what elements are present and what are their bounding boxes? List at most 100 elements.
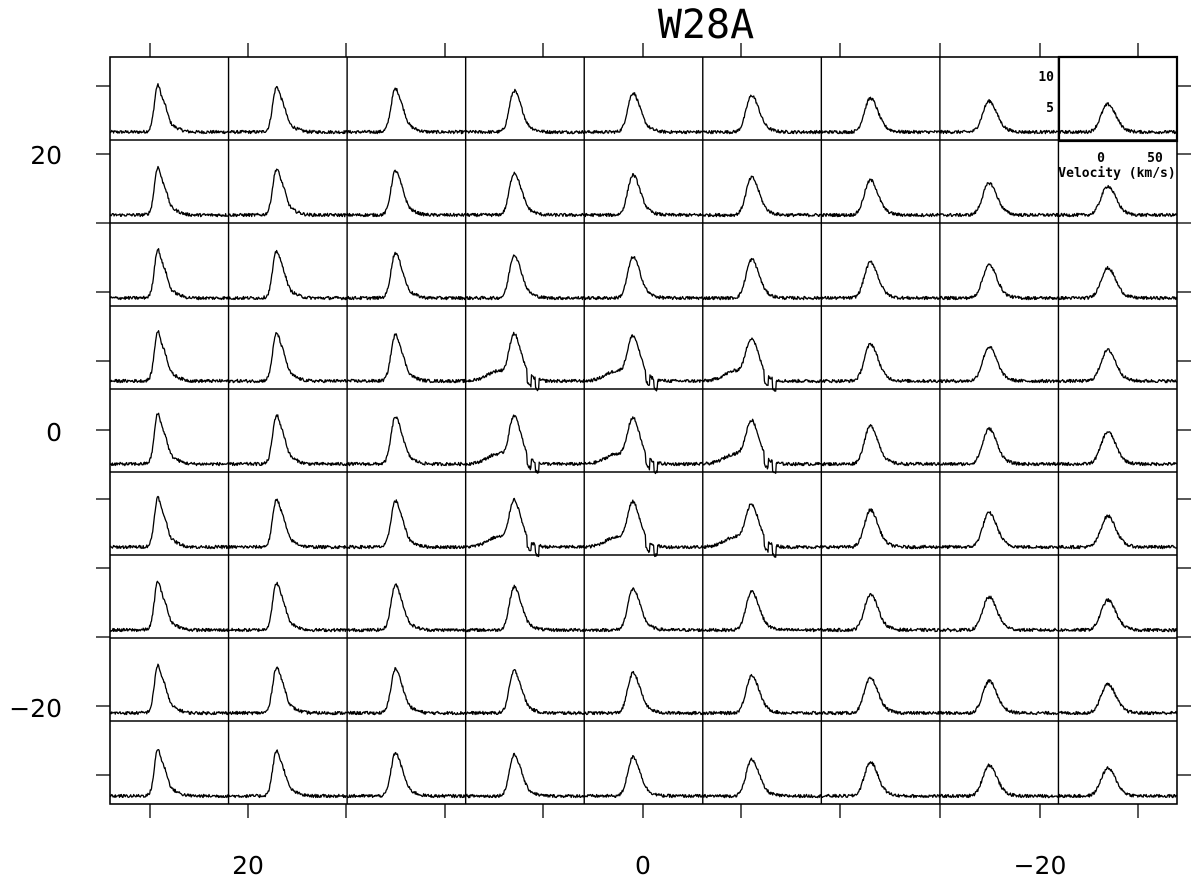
- spectrum-line: [109, 248, 229, 301]
- spectrum-line: [583, 416, 704, 475]
- spectrum-line: [820, 676, 941, 716]
- spectrum-line: [346, 583, 466, 633]
- spectrum-line: [227, 498, 348, 550]
- spectrum-line: [583, 499, 704, 558]
- y-tick-label-neg20: −20: [9, 694, 62, 723]
- spectrum-line: [1057, 682, 1178, 716]
- inset-y-tick-10: 10: [1038, 70, 1054, 85]
- spectrum-line: [109, 495, 229, 550]
- spectrum-line: [347, 251, 467, 301]
- spectrum-line: [702, 590, 822, 633]
- spectrum-line: [1057, 265, 1178, 301]
- spectrum-line: [939, 345, 1060, 384]
- spectrum-line: [227, 666, 348, 716]
- inset-x-tick-0: 0: [1097, 151, 1105, 166]
- spectrum-line: [939, 182, 1059, 218]
- x-tick-label-neg20: −20: [1014, 851, 1067, 876]
- spectrum-line: [346, 169, 467, 218]
- spectrum-line: [939, 98, 1059, 135]
- spectrum-line: [1057, 348, 1178, 384]
- spectrum-line: [465, 584, 585, 633]
- inset-axes: 10 5 0 50 Velocity (km/s): [1038, 55, 1179, 181]
- spectrum-line: [939, 511, 1059, 550]
- spectrum-line: [820, 96, 941, 135]
- spectrum-line: [702, 175, 822, 218]
- spectrum-line: [109, 330, 230, 384]
- spectrum-line: [1057, 431, 1178, 467]
- spectrum-line: [702, 337, 822, 392]
- spectrum-line: [583, 587, 704, 633]
- spectrum-line: [227, 168, 348, 218]
- spectrum-line: [583, 92, 704, 135]
- spectrum-line: [109, 748, 230, 799]
- spectrum-line: [346, 499, 467, 550]
- spectrum-line: [583, 334, 704, 392]
- spectrum-line: [109, 412, 230, 467]
- chart-title: W28A: [658, 2, 754, 48]
- spectrum-line: [227, 331, 348, 384]
- spectrum-line: [1058, 184, 1178, 218]
- inset-y-tick-5: 5: [1046, 101, 1054, 116]
- spectrum-line: [465, 88, 585, 135]
- spectrum-line: [109, 580, 230, 633]
- spectrum-line: [702, 257, 822, 301]
- spectrum-line: [583, 173, 703, 218]
- spectrum-line: [583, 670, 704, 716]
- x-tick-label-20: 20: [232, 851, 264, 876]
- spectrum-line: [702, 418, 822, 474]
- spectrum-line: [821, 761, 941, 799]
- spectrum-line: [702, 503, 822, 558]
- spectrum-line: [346, 416, 467, 467]
- spectrum-line: [109, 165, 230, 218]
- spectrum-line: [228, 85, 348, 135]
- spectra-grid: [109, 83, 1178, 799]
- spectrum-line: [939, 679, 1059, 716]
- spectrum-line: [583, 754, 704, 799]
- spectrum-line: [939, 426, 1059, 467]
- spectrum-line: [346, 751, 467, 799]
- spectrum-line: [1057, 514, 1178, 550]
- spectrum-line: [109, 663, 230, 716]
- spectrum-line: [228, 414, 348, 467]
- spectrum-line: [821, 260, 941, 301]
- spectrum-line: [465, 414, 585, 474]
- grid-lines: [110, 57, 1177, 804]
- spectrum-line: [465, 331, 585, 392]
- y-tick-label-0: 0: [46, 418, 62, 447]
- spectrum-line: [227, 249, 348, 301]
- spectrum-line: [109, 83, 229, 135]
- spectrum-line: [939, 595, 1059, 633]
- spectrum-line: [1057, 766, 1178, 799]
- plot-frame: [109, 56, 1178, 805]
- spectrum-line: [465, 669, 585, 716]
- inset-x-axis-label: Velocity (km/s): [1058, 166, 1175, 181]
- spectrum-line: [465, 254, 585, 301]
- inset-frame: [1057, 55, 1179, 143]
- spectrum-line: [346, 87, 467, 135]
- spectrum-line: [702, 673, 822, 716]
- spectrum-line: [702, 757, 822, 799]
- spectrum-line: [820, 508, 941, 550]
- spectrum-line: [465, 171, 585, 218]
- spectrum-line: [702, 94, 822, 135]
- spectrum-line: [821, 178, 941, 218]
- spectrum-line: [228, 581, 348, 633]
- spectrum-line: [227, 749, 348, 799]
- x-tick-label-0: 0: [635, 851, 651, 876]
- spectrum-line: [346, 333, 467, 384]
- spectrum-line: [583, 256, 704, 301]
- spectrum-line: [465, 497, 585, 558]
- spectrum-line: [939, 263, 1059, 301]
- spectrum-line: [1057, 102, 1178, 135]
- spectrum-line: [465, 752, 585, 799]
- spectrum-line: [820, 424, 941, 467]
- spectrum-line: [820, 342, 941, 384]
- axis-ticks: [96, 43, 1191, 818]
- inset-x-tick-50: 50: [1147, 151, 1163, 166]
- spectrum-line: [346, 666, 467, 716]
- y-tick-label-20: 20: [30, 141, 62, 170]
- spectrum-line: [939, 763, 1060, 799]
- spectrum-line: [1057, 597, 1178, 633]
- spectrum-line: [821, 592, 941, 633]
